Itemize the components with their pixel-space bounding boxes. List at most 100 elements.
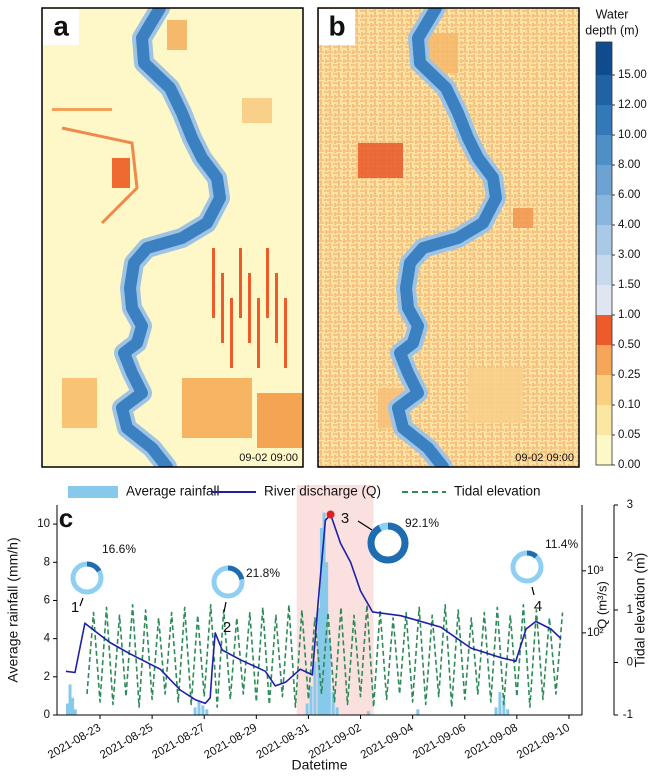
map-frame	[41, 7, 304, 468]
rain-bar	[65, 703, 69, 715]
colorbar-tick-label: 0.50	[618, 339, 640, 351]
x-tick-label: 2021-08-29	[202, 722, 259, 762]
flood-strip	[275, 273, 278, 343]
colorbar-bin	[596, 285, 612, 315]
y-tick-label: 0	[44, 709, 50, 721]
flood-channel	[61, 126, 139, 225]
event-arrow	[223, 601, 227, 613]
colorbar-bin	[596, 435, 612, 465]
flood-strip	[230, 298, 233, 368]
peak-marker	[326, 510, 335, 519]
x-tick-label: 2021-08-25	[98, 722, 155, 762]
rain-bar	[335, 707, 339, 715]
river	[116, 8, 226, 467]
event-arrow	[531, 586, 535, 596]
colorbar-tick-label: 4.00	[618, 219, 640, 231]
rain-bar	[68, 684, 72, 715]
colorbar-bin	[596, 165, 612, 195]
rain-bar	[205, 709, 209, 715]
colorbar-tick-label: 0.00	[618, 459, 640, 471]
rain-bar	[366, 711, 370, 715]
colorbar-bin	[596, 75, 612, 105]
donut-value-label: 21.8%	[246, 566, 280, 580]
x-tick-label: 2021-08-31	[254, 722, 311, 762]
donut-ring	[510, 550, 544, 584]
rain-bar	[71, 697, 75, 715]
flood-patch	[167, 20, 187, 50]
map-panel	[42, 8, 303, 467]
y3-tick-label: 3	[627, 499, 633, 511]
y3-tick-label: 2	[627, 552, 633, 564]
flood-strip	[284, 298, 287, 368]
map-panel	[318, 8, 579, 467]
flood-strip	[239, 248, 242, 318]
timestamp: 09-02 09:00	[239, 452, 298, 464]
rain-bar	[305, 703, 309, 715]
legend-label: Average rainfall	[126, 484, 220, 499]
y3-tick-label: -1	[623, 709, 633, 721]
event-label: 2	[223, 619, 231, 636]
rain-bar	[416, 709, 420, 715]
rain-bar	[201, 705, 205, 715]
x-axis-title: Datetime	[291, 757, 347, 773]
panel-label: a	[53, 10, 69, 41]
rain-bar	[498, 692, 502, 715]
x-tick-label: 2021-09-04	[359, 722, 416, 762]
colorbar-title: Water	[596, 7, 629, 21]
y2-tick-label: 10³	[587, 565, 604, 577]
x-tick-label: 2021-09-06	[411, 722, 468, 762]
colorbar-tick-label: 10.00	[618, 129, 647, 141]
y3-axis-title: Tidal elevation (m)	[632, 553, 648, 668]
rain-bar	[73, 709, 77, 715]
rain-bar	[193, 707, 197, 715]
x-tick-label: 2021-08-23	[46, 722, 103, 762]
flood-strip	[212, 248, 215, 318]
y3-tick-label: 0	[627, 657, 633, 669]
rain-bar	[331, 692, 335, 715]
panel-label-box	[319, 9, 355, 45]
colorbar-tick-label: 1.50	[618, 279, 640, 291]
colorbar-bin	[596, 225, 612, 255]
colorbar-tick-label: 8.00	[618, 159, 640, 171]
colorbar-bin	[596, 135, 612, 165]
flood-strip	[266, 248, 269, 318]
flood-patch	[242, 98, 272, 123]
colorbar-bin	[596, 255, 612, 285]
colorbar-bin	[596, 195, 612, 225]
colorbar-tick-label: 6.00	[618, 189, 640, 201]
panel-label-box	[43, 9, 79, 45]
flood-patch	[112, 158, 130, 188]
rain-bar	[197, 701, 201, 715]
colorbar-tick-label: 1.00	[618, 309, 640, 321]
y-tick-label: 6	[44, 594, 50, 606]
legend-label: River discharge (Q)	[264, 484, 381, 499]
rain-bar	[319, 527, 323, 715]
flood-patch	[468, 368, 523, 423]
donut-share	[70, 561, 104, 595]
rain-bar	[313, 661, 317, 715]
line-discharge	[65, 513, 562, 705]
timestamp: 09-02 09:00	[515, 452, 574, 464]
colorbar-bin	[596, 315, 612, 345]
colorbar-tick-label: 0.25	[618, 369, 640, 381]
river	[392, 8, 502, 467]
colorbar-bin	[596, 405, 612, 435]
donut-share	[211, 565, 245, 599]
legend-label: Tidal elevation	[454, 484, 541, 499]
rain-bar	[309, 686, 313, 715]
donut-value-label: 92.1%	[405, 516, 439, 530]
event-label: 1	[71, 599, 79, 616]
colorbar-frame	[595, 41, 613, 466]
event-arrow	[79, 597, 84, 607]
flood-strip	[221, 273, 224, 343]
flood-strip	[248, 273, 251, 343]
y-axis-title: Average rainfall (mm/h)	[5, 537, 21, 682]
colorbar-tick-label: 0.10	[618, 399, 640, 411]
flood-patch	[62, 378, 97, 428]
colorbar-bin	[596, 345, 612, 375]
rain-bar	[322, 512, 326, 715]
donut-share	[510, 550, 544, 584]
colorbar-bin	[596, 42, 612, 75]
flood-patch	[513, 208, 533, 228]
